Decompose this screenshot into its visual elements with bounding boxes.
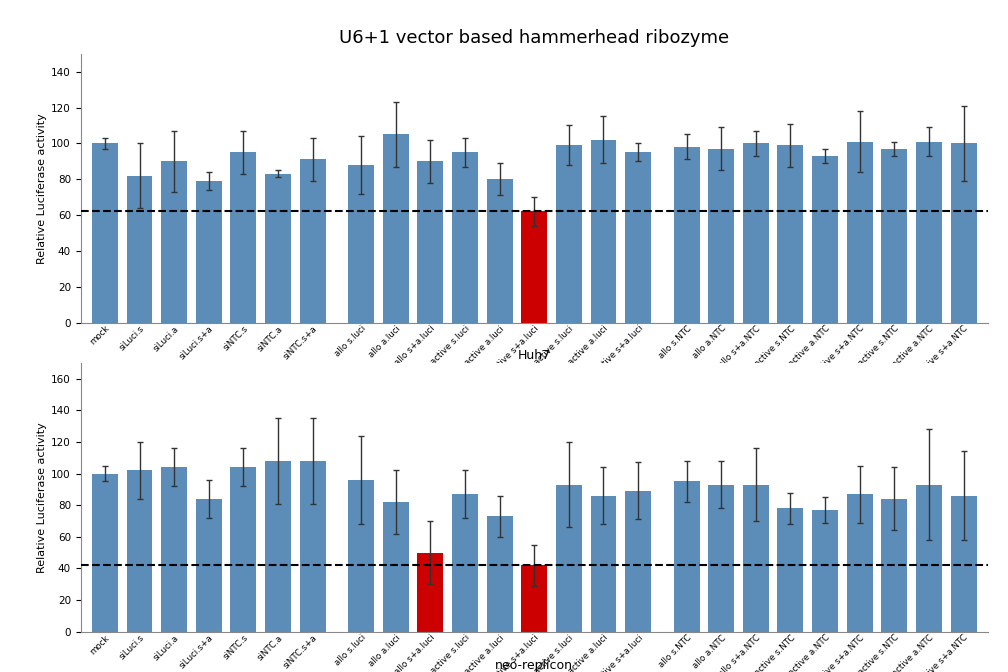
Y-axis label: Relative Luciferase activity: Relative Luciferase activity: [37, 422, 47, 573]
Bar: [777, 145, 803, 323]
Bar: [555, 145, 582, 323]
Bar: [231, 153, 256, 323]
Bar: [591, 496, 617, 632]
Bar: [709, 149, 734, 323]
Bar: [777, 508, 803, 632]
Bar: [847, 494, 873, 632]
Bar: [951, 496, 977, 632]
Bar: [92, 474, 118, 632]
Bar: [591, 140, 617, 323]
Text: neo-replicon: neo-replicon: [495, 659, 574, 671]
Bar: [383, 134, 408, 323]
Bar: [299, 461, 326, 632]
Bar: [196, 181, 222, 323]
Bar: [916, 142, 941, 323]
Bar: [348, 480, 374, 632]
Bar: [881, 149, 907, 323]
Bar: [521, 565, 547, 632]
Bar: [812, 156, 838, 323]
Bar: [417, 552, 444, 632]
Bar: [487, 516, 513, 632]
Bar: [812, 510, 838, 632]
Bar: [348, 165, 374, 323]
Bar: [161, 161, 187, 323]
Bar: [92, 143, 118, 323]
Bar: [625, 491, 651, 632]
Y-axis label: Relative Luciferase activity: Relative Luciferase activity: [37, 113, 47, 263]
Bar: [847, 142, 873, 323]
Bar: [709, 485, 734, 632]
Bar: [743, 143, 769, 323]
Bar: [881, 499, 907, 632]
Bar: [743, 485, 769, 632]
Bar: [951, 143, 977, 323]
Bar: [417, 161, 444, 323]
Bar: [916, 485, 941, 632]
Bar: [673, 147, 700, 323]
Text: Huh7: Huh7: [518, 349, 550, 362]
Bar: [673, 481, 700, 632]
Bar: [265, 461, 291, 632]
Bar: [452, 494, 478, 632]
Bar: [299, 159, 326, 323]
Bar: [383, 502, 408, 632]
Bar: [521, 212, 547, 323]
Bar: [487, 179, 513, 323]
Bar: [161, 467, 187, 632]
Title: U6+1 vector based hammerhead ribozyme: U6+1 vector based hammerhead ribozyme: [339, 29, 730, 46]
Bar: [127, 175, 152, 323]
Bar: [555, 485, 582, 632]
Bar: [452, 153, 478, 323]
Bar: [625, 153, 651, 323]
Bar: [231, 467, 256, 632]
Bar: [127, 470, 152, 632]
Bar: [265, 174, 291, 323]
Bar: [196, 499, 222, 632]
